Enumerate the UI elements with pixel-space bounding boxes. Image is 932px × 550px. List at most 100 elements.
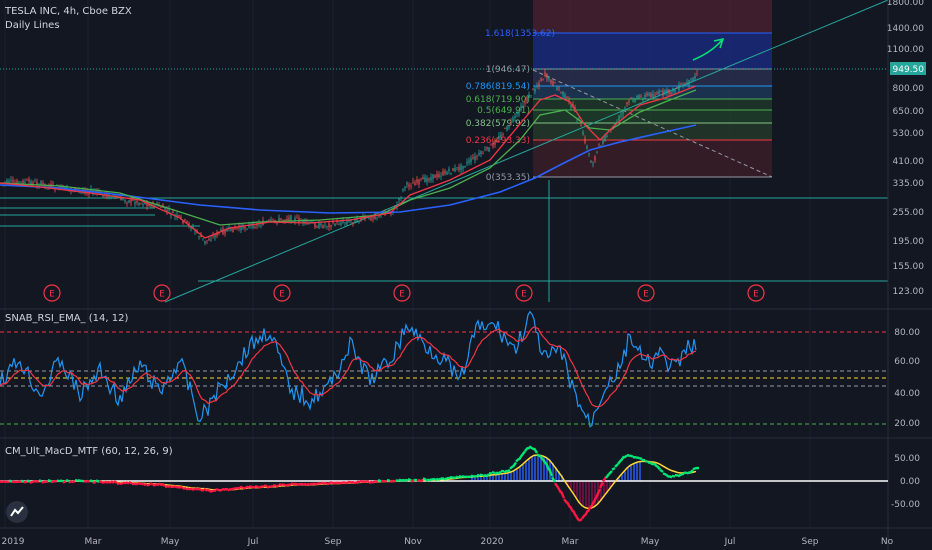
candle-body xyxy=(184,219,186,221)
candle-body xyxy=(670,92,672,95)
candle-body xyxy=(458,166,460,171)
macd-line-segment xyxy=(605,473,610,479)
rsi-panel[interactable] xyxy=(0,310,888,428)
macd-histogram-bar xyxy=(609,481,611,490)
candle-body xyxy=(144,202,146,205)
macd-line-segment xyxy=(506,468,511,473)
fib-level-label: 0.786(819.54) xyxy=(466,82,530,92)
candle-body xyxy=(448,168,450,172)
macd-line-segment xyxy=(629,454,634,458)
time-axis-label: 2019 xyxy=(2,537,25,547)
candle-body xyxy=(602,139,604,144)
macd-histogram-bar xyxy=(588,481,590,509)
trend-line[interactable] xyxy=(164,0,889,303)
fibonacci-retracement[interactable]: 1.618(1353.62) 1(946.47) 0.786(819.54) 0.61… xyxy=(466,0,773,183)
macd-line-segment xyxy=(476,473,481,478)
candle-body xyxy=(516,112,518,115)
macd-histogram-bar xyxy=(636,462,638,481)
candle-body xyxy=(606,135,608,137)
price-tick-label: 155.00 xyxy=(893,262,925,272)
macd-line-segment xyxy=(455,475,460,479)
candle-body xyxy=(536,86,538,87)
price-tick-label: 650.00 xyxy=(893,107,925,117)
candle-body xyxy=(310,221,312,223)
macd-line-segment xyxy=(329,481,334,485)
candle-body xyxy=(420,178,422,180)
macd-line-segment xyxy=(44,480,49,484)
support-lines[interactable] xyxy=(0,180,888,302)
macd-histogram-bar xyxy=(519,467,521,481)
time-axis-label: No xyxy=(881,537,894,547)
macd-line-segment xyxy=(74,478,79,483)
tradingview-logo-icon[interactable] xyxy=(6,501,28,523)
macd-line-segment xyxy=(425,478,430,483)
candle-body xyxy=(480,151,482,154)
candle-body xyxy=(424,176,426,182)
macd-line-segment xyxy=(592,495,599,503)
candle-body xyxy=(180,216,182,218)
candle-body xyxy=(328,223,330,228)
candle-body xyxy=(318,223,320,229)
macd-line-segment xyxy=(116,481,121,486)
earnings-marker-icon xyxy=(747,284,765,302)
macd-histogram-bar xyxy=(516,469,518,481)
price-tick-label: 1800.00 xyxy=(887,0,924,8)
macd-line-segment xyxy=(41,480,46,484)
macd-line-segment xyxy=(521,450,526,456)
candle-body xyxy=(356,217,358,222)
candle-body xyxy=(198,236,200,238)
candle-body xyxy=(190,227,192,229)
macd-histogram-bar xyxy=(558,471,560,481)
candle-body xyxy=(616,121,618,123)
last-price-tag xyxy=(890,62,926,75)
candle-body xyxy=(658,91,660,94)
macd-histogram-bar xyxy=(513,471,515,481)
macd-histogram-bar xyxy=(480,476,482,481)
candle-body xyxy=(472,157,474,159)
rsi-indicator-title[interactable]: SNAB_RSI_EMA_ (14, 12) xyxy=(5,313,129,324)
candle-body xyxy=(334,224,336,226)
candle-body xyxy=(178,215,180,217)
macd-panel[interactable] xyxy=(0,445,888,522)
candle-body xyxy=(246,228,248,230)
candle-body xyxy=(678,84,680,91)
candle-body xyxy=(614,123,616,124)
candle-body xyxy=(554,82,556,84)
candle-body xyxy=(122,198,124,200)
fib-level-label: 1(946.47) xyxy=(486,65,530,75)
candle-body xyxy=(230,226,232,231)
macd-histogram-bar xyxy=(600,481,602,502)
macd-line-segment xyxy=(461,474,466,479)
macd-line-segment xyxy=(571,510,578,517)
candle-body xyxy=(664,89,666,94)
macd-line-segment xyxy=(269,484,274,489)
candle-body xyxy=(8,180,10,184)
candle-body xyxy=(260,225,262,227)
macd-line-segment xyxy=(92,480,97,485)
macd-histogram-bar xyxy=(639,461,641,481)
macd-line-segment xyxy=(47,478,52,483)
macd-line-segment xyxy=(536,453,541,458)
time-axis-label: Jul xyxy=(247,537,259,547)
macd-indicator-title[interactable]: CM_Ult_MacD_MTF (60, 12, 26, 9) xyxy=(5,446,173,457)
candle-body xyxy=(42,182,44,184)
candle-body xyxy=(632,100,634,102)
macd-line-segment xyxy=(680,472,685,476)
macd-line-segment xyxy=(2,480,7,484)
macd-line-segment xyxy=(559,490,566,499)
macd-histogram-bar xyxy=(483,476,485,481)
candle-body xyxy=(126,202,128,204)
price-tick-label: 1400.00 xyxy=(887,24,924,34)
candle-body xyxy=(542,78,544,80)
macd-line-segment xyxy=(152,483,157,487)
macd-line-segment xyxy=(263,484,268,488)
earnings-marker-icon xyxy=(153,284,171,302)
rsi-line xyxy=(0,310,697,428)
rsi-signal-line xyxy=(0,326,697,408)
candle-body xyxy=(22,180,24,185)
candle-body xyxy=(416,179,418,183)
macd-line-segment xyxy=(266,484,271,489)
grid-lines xyxy=(4,0,811,528)
